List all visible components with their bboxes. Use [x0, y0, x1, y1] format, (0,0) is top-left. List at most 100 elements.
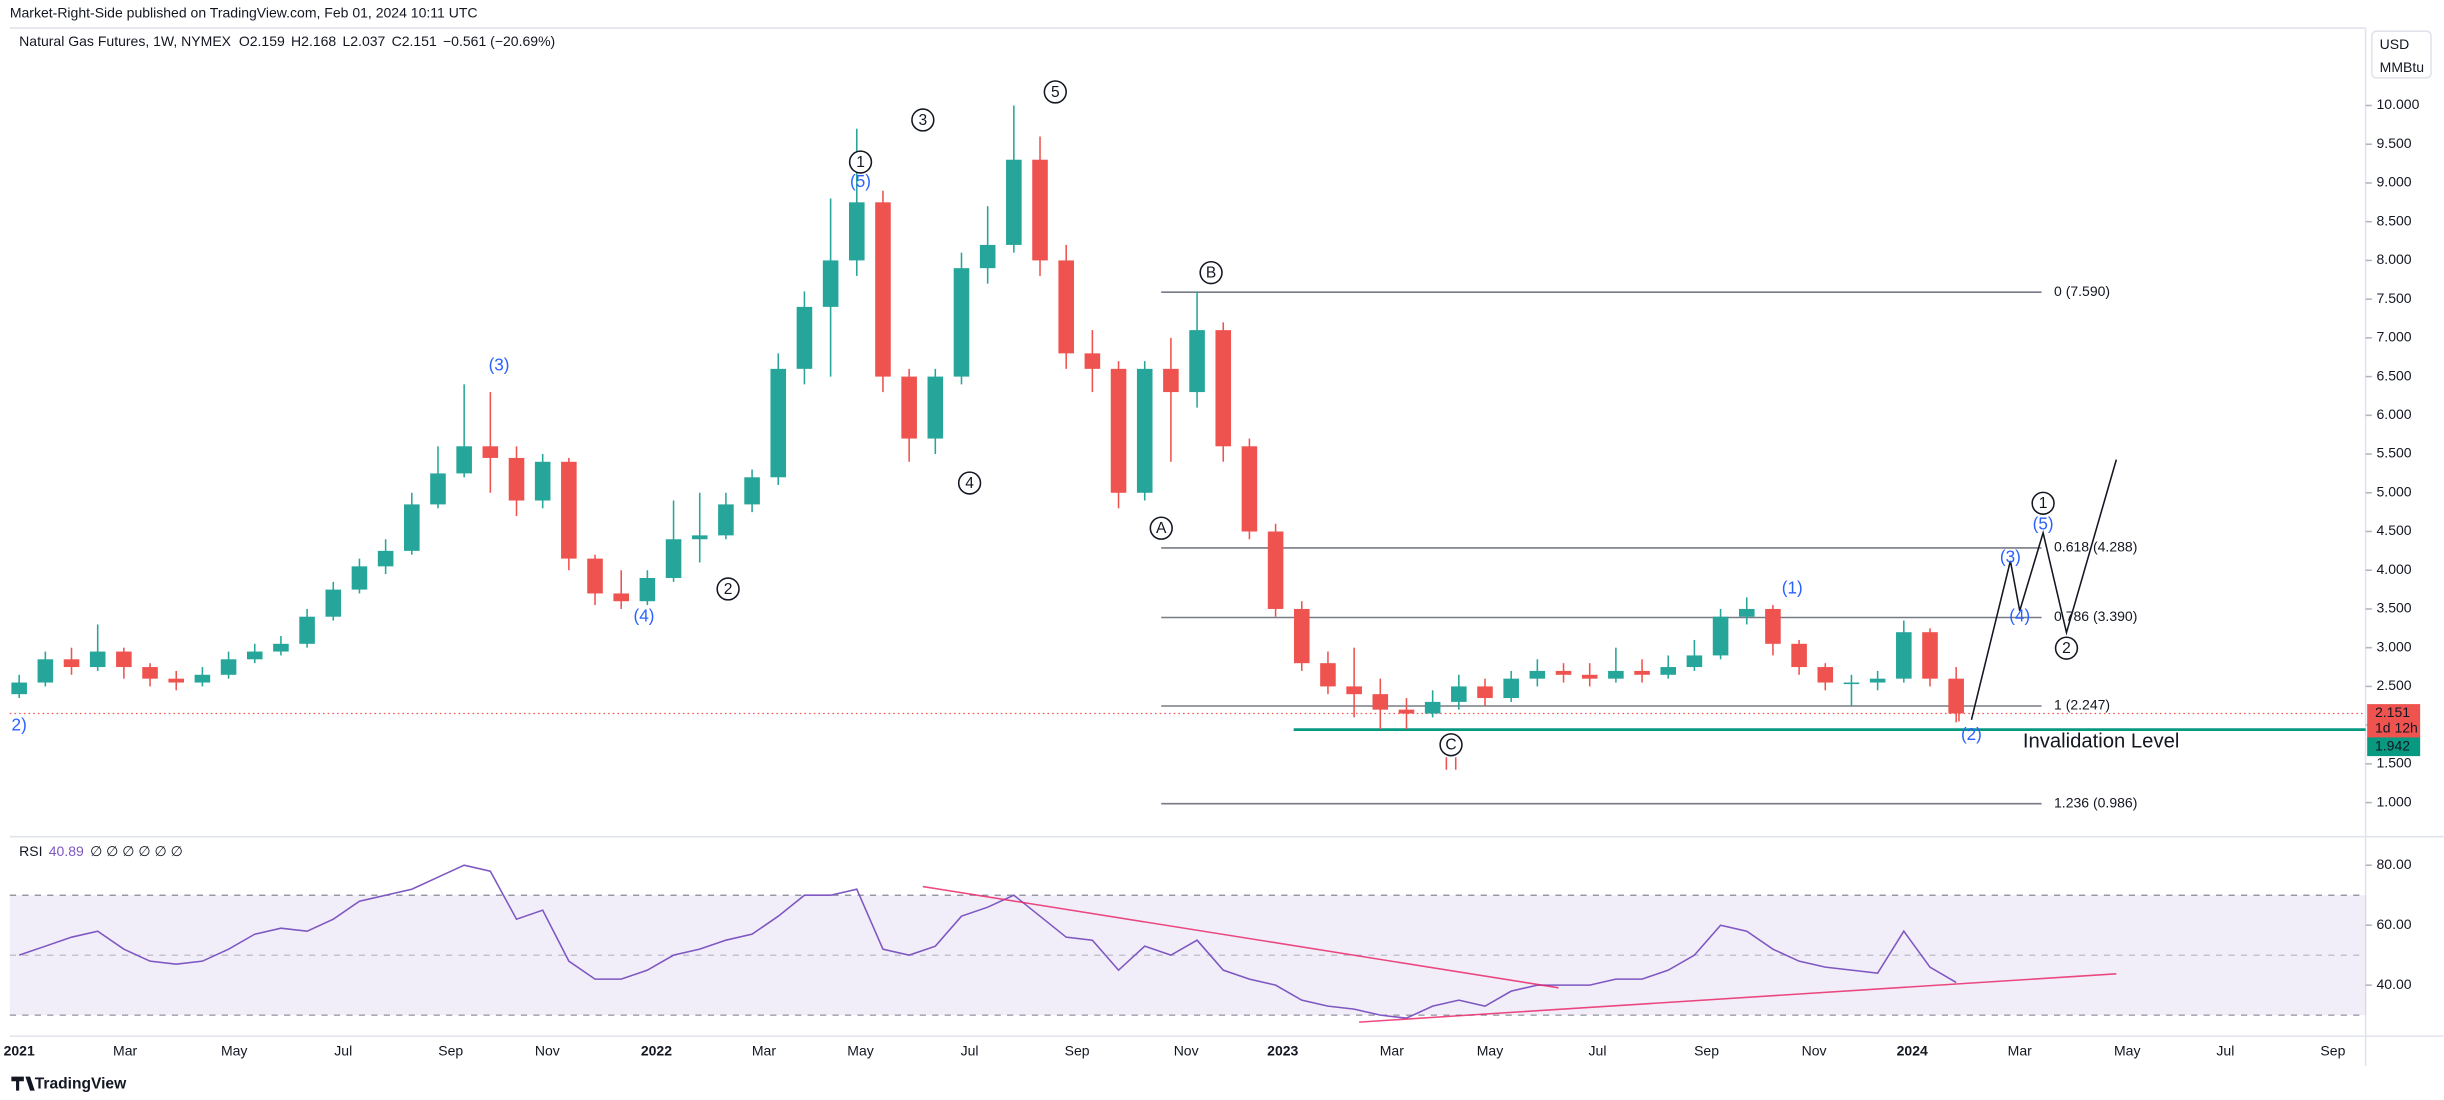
x-tick-label: Jul	[961, 1042, 979, 1058]
fib-label: 0.618 (4.288)	[2054, 539, 2137, 555]
candle-body	[796, 306, 813, 369]
rsi-y-tick-label: 80.00	[2377, 856, 2412, 872]
y-tick-label: 7.000	[2377, 329, 2412, 345]
candle-body	[1424, 701, 1441, 714]
candle-body	[299, 616, 315, 644]
candle-body	[482, 446, 499, 458]
countdown: 1d 12h	[2375, 720, 2418, 736]
candle-body	[1267, 531, 1284, 609]
invalidation-text: Invalidation Level	[2023, 730, 2179, 752]
wave-label: 2)	[12, 715, 27, 735]
candle-body	[1581, 674, 1598, 679]
candle-body	[1817, 667, 1834, 683]
ohlc-key: H	[291, 33, 301, 49]
y-tick-label: 3.000	[2377, 638, 2412, 654]
candle-body	[953, 268, 970, 377]
candle-body	[404, 504, 420, 551]
wave-label: (4)	[633, 606, 654, 626]
candle-body	[456, 446, 472, 474]
candle-body	[979, 244, 996, 269]
candle-body	[1032, 159, 1048, 261]
x-tick-label: Sep	[1065, 1042, 1090, 1058]
candle-body	[1922, 632, 1938, 679]
fib-label: 0.786 (3.390)	[2054, 608, 2137, 624]
rsi-y-tick-label: 60.00	[2377, 916, 2412, 932]
wave-label: C	[1445, 737, 1456, 754]
candle-body	[1712, 616, 1729, 656]
candle-body	[273, 643, 289, 652]
candle-body	[613, 593, 629, 602]
x-tick-label: Mar	[2008, 1042, 2032, 1058]
y-tick-label: 7.500	[2377, 290, 2412, 306]
ohlc-value: 2.168	[301, 33, 336, 49]
wave-label: (5)	[850, 171, 871, 191]
candle-body	[1738, 608, 1755, 617]
candle-body	[927, 376, 944, 439]
ohlc-key: L	[342, 33, 350, 49]
wave-label: 4	[965, 475, 974, 492]
x-tick-label: 2021	[4, 1042, 35, 1058]
candle-body	[1503, 678, 1519, 699]
wave-label: (1)	[1782, 577, 1803, 597]
x-tick-label: May	[2114, 1042, 2140, 1058]
y-tick-label: 2.500	[2377, 677, 2412, 693]
last-price-tag	[2367, 704, 2421, 739]
currency-box[interactable]	[2371, 30, 2432, 79]
x-tick-label: May	[847, 1042, 873, 1058]
candle-body	[1529, 670, 1546, 679]
wave-circle	[1199, 260, 1223, 285]
candle-body	[1293, 608, 1310, 664]
candle-body	[63, 659, 80, 668]
wave-label: 2	[724, 581, 733, 598]
rsi-trendline	[922, 885, 1559, 989]
wave-label: (3)	[489, 355, 510, 375]
unit[interactable]: MMBtu	[2380, 59, 2424, 75]
fib-label: 0 (7.590)	[2054, 283, 2110, 299]
candle-body	[430, 473, 446, 505]
wave-label: (2)	[1961, 724, 1982, 744]
candle-body	[718, 504, 734, 536]
invalidation-tag-label: 1.942	[2375, 737, 2410, 753]
y-tick-label: 4.500	[2377, 522, 2412, 538]
rsi-y-tick-label: 40.00	[2377, 976, 2412, 992]
candle-body	[1791, 643, 1807, 668]
footer-brand: TradingView	[35, 1076, 127, 1093]
candle-body	[1346, 686, 1362, 695]
fib-label: 1 (2.247)	[2054, 697, 2110, 713]
y-tick-label: 8.500	[2377, 212, 2412, 228]
currency[interactable]: USD	[2380, 36, 2410, 52]
x-tick-label: Mar	[1380, 1042, 1404, 1058]
wave-label: 3	[919, 112, 928, 129]
candle-body	[1084, 353, 1101, 369]
candle-body	[1163, 368, 1179, 393]
wave-label: 5	[1051, 84, 1060, 101]
wave-label: (4)	[2009, 606, 2030, 626]
candle-body	[1896, 632, 1912, 679]
wave-circle	[1439, 733, 1463, 757]
ohlc-value: 2.159	[250, 33, 285, 49]
candle-body	[325, 589, 342, 617]
y-tick-label: 3.500	[2377, 600, 2412, 616]
candle-body	[142, 667, 158, 679]
last-price-tag-label: 2.151	[2375, 704, 2410, 720]
wave-label: (3)	[2000, 546, 2021, 566]
candle-body	[1451, 686, 1467, 702]
candle-body	[1372, 694, 1389, 710]
wave-projection	[1970, 459, 2118, 721]
candle-body	[89, 651, 106, 668]
x-tick-label: Nov	[535, 1042, 560, 1058]
x-tick-label: Mar	[113, 1042, 137, 1058]
candles	[11, 105, 1964, 730]
candle-body	[220, 659, 237, 675]
candle-body	[587, 558, 603, 594]
x-tick-label: Jul	[334, 1042, 352, 1058]
candle-body	[246, 651, 263, 660]
rsi-trendline	[1359, 973, 2117, 1023]
rsi-settings: ∅ ∅ ∅ ∅ ∅ ∅	[90, 843, 183, 859]
wave-label: B	[1206, 265, 1216, 282]
y-tick-label: 9.500	[2377, 135, 2412, 151]
x-tick-label: 2024	[1897, 1042, 1928, 1058]
wave-label: 1	[856, 154, 865, 171]
candle-body	[875, 202, 891, 377]
symbol-legend: Natural Gas Futures, 1W, NYMEX	[19, 33, 232, 49]
